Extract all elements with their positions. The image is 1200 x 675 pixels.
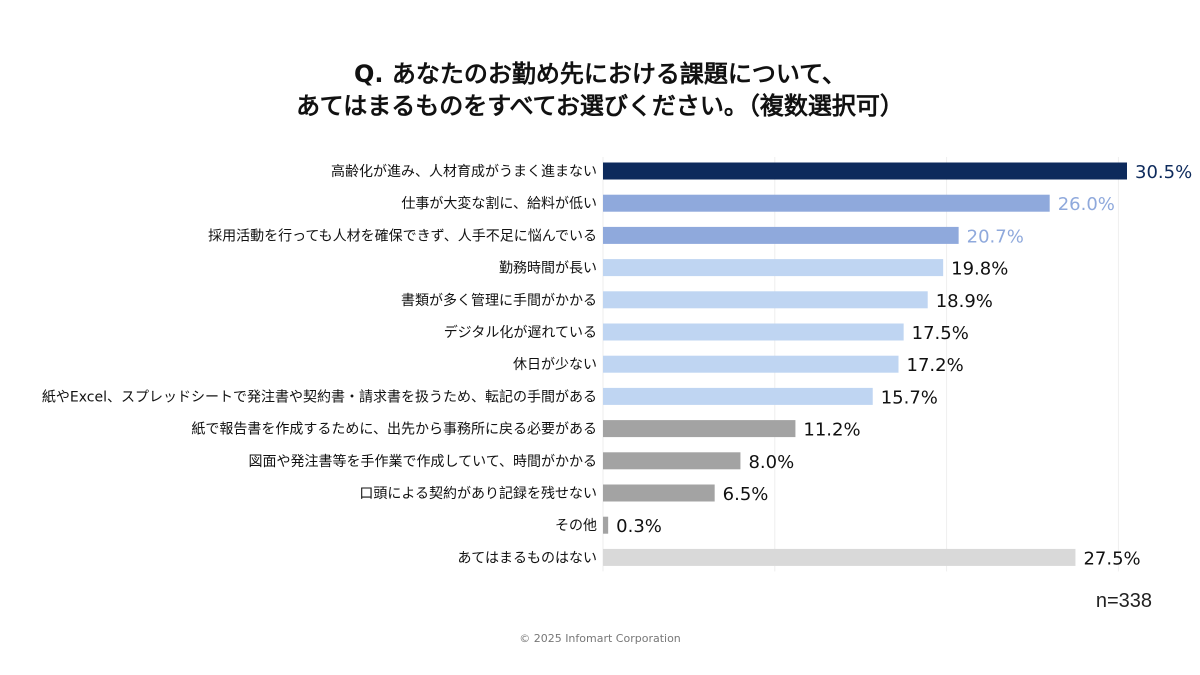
value-label: 19.8% xyxy=(951,259,1008,280)
category-label: 休日が少ない xyxy=(513,357,597,373)
category-label: 紙で報告書を作成するために、出先から事務所に戻る必要がある xyxy=(191,422,597,438)
value-label: 20.7% xyxy=(967,226,1024,247)
bar xyxy=(603,420,796,438)
category-label: あてはまるものはない xyxy=(458,550,597,566)
value-label: 26.0% xyxy=(1058,194,1115,215)
bar xyxy=(603,387,873,405)
chart-title: Q. あなたのお勤め先における課題について、 あてはまるものをすべてお選びくださ… xyxy=(0,58,1200,122)
category-label: 勤務時間が長い xyxy=(499,261,597,277)
value-label: 17.2% xyxy=(907,355,964,376)
bar xyxy=(603,548,1076,566)
chart-title-line-1: Q. あなたのお勤め先における課題について、 xyxy=(354,60,846,88)
chart-title-line-2: あてはまるものをすべてお選びください。（複数選択可） xyxy=(296,92,904,120)
bar xyxy=(603,323,904,341)
bar xyxy=(603,484,715,502)
value-label: 17.5% xyxy=(912,323,969,344)
value-label: 18.9% xyxy=(936,291,993,312)
bar xyxy=(603,259,944,277)
category-label: 口頭による契約があり記録を残せない xyxy=(359,485,597,502)
bar xyxy=(603,452,741,470)
bar xyxy=(603,291,928,309)
value-label: 30.5% xyxy=(1135,162,1192,183)
bar xyxy=(603,162,1127,180)
category-label: デジタル化が遅れている xyxy=(444,324,597,341)
value-label: 27.5% xyxy=(1083,548,1140,569)
category-label: 図面や発注書等を手作業で作成していて、時間がかかる xyxy=(249,453,597,470)
category-label: 書類が多く管理に手間がかかる xyxy=(401,292,597,309)
bar xyxy=(603,226,959,244)
sample-size-label: n=338 xyxy=(1095,590,1152,612)
category-label: 仕事が大変な割に、給料が低い xyxy=(401,195,597,212)
category-label: その他 xyxy=(555,518,597,534)
value-label: 8.0% xyxy=(748,452,794,473)
value-label: 6.5% xyxy=(723,484,769,505)
bar xyxy=(603,516,609,534)
category-label: 紙やExcel、スプレッドシートで発注書や契約書・請求書を扱うため、転記の手間が… xyxy=(42,388,597,405)
bar xyxy=(603,194,1050,212)
bar xyxy=(603,355,899,373)
category-label: 採用活動を行っても人材を確保できず、人手不足に悩んでいる xyxy=(208,228,597,244)
value-label: 15.7% xyxy=(881,387,938,408)
copyright-text: © 2025 Infomart Corporation xyxy=(519,632,681,645)
value-label: 0.3% xyxy=(616,516,662,537)
value-label: 11.2% xyxy=(803,420,860,441)
category-label: 高齢化が進み、人材育成がうまく進まない xyxy=(331,163,597,180)
